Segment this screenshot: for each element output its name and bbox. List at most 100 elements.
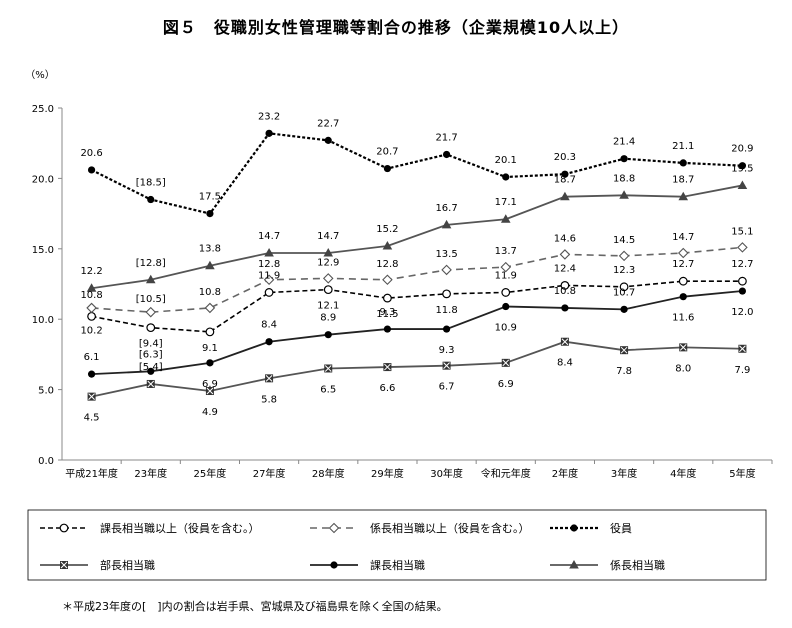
data-label-kakari: 16.7 xyxy=(435,203,457,214)
data-label-kacho: 10.9 xyxy=(495,323,517,334)
point-yakuin xyxy=(87,166,96,174)
legend-marker-kakari xyxy=(569,560,579,569)
point-kacho_ijo xyxy=(560,281,570,290)
marker-x xyxy=(60,561,68,569)
data-label-kakari: 14.7 xyxy=(317,231,339,242)
point-bucho xyxy=(265,374,274,383)
point-yakuin xyxy=(738,162,747,170)
data-label-bucho: 6.6 xyxy=(379,383,395,394)
point-kacho xyxy=(620,305,628,313)
point-yakuin xyxy=(383,164,392,173)
point-kakari xyxy=(560,191,570,201)
series-markers xyxy=(86,129,748,401)
x-tick-label: 28年度 xyxy=(312,467,345,480)
data-label-kakari_ijo: 14.7 xyxy=(672,232,694,243)
y-tick-label: 15.0 xyxy=(32,245,54,256)
data-label-yakuin: 17.5 xyxy=(199,192,221,203)
data-label-kacho: 9.3 xyxy=(379,307,395,318)
legend-marker-kacho_ijo xyxy=(59,523,69,533)
point-kakari_ijo xyxy=(677,247,689,259)
data-label-kakari_ijo: 12.8 xyxy=(258,259,280,270)
legend-label-kacho: 課長相当職 xyxy=(370,558,425,572)
point-kakari_ijo xyxy=(263,274,275,286)
data-label-kakari_ijo: 14.6 xyxy=(554,233,576,244)
point-kakari_ijo xyxy=(145,306,157,318)
point-kakari_ijo xyxy=(559,249,571,260)
marker-x xyxy=(324,365,332,372)
data-label-kacho_ijo: 11.8 xyxy=(435,305,457,316)
y-tick-label: 20.0 xyxy=(32,174,54,185)
data-label-bucho: 6.7 xyxy=(439,382,455,393)
legend-marker-bucho xyxy=(60,561,68,569)
series-line-kakari_ijo xyxy=(91,246,743,313)
data-label-kacho_ijo: [9.4] xyxy=(139,339,163,350)
point-bucho xyxy=(620,346,629,355)
point-kacho xyxy=(206,359,214,367)
point-kacho xyxy=(147,367,155,375)
point-kakari xyxy=(145,274,156,284)
point-bucho xyxy=(383,363,392,372)
point-kacho xyxy=(265,338,273,346)
point-kakari xyxy=(323,248,334,257)
point-kacho xyxy=(679,293,687,301)
point-yakuin xyxy=(265,129,273,137)
data-label-kacho_ijo: 9.1 xyxy=(202,343,218,354)
y-tick-label: 0.0 xyxy=(38,456,54,467)
point-bucho xyxy=(501,358,510,367)
data-label-bucho: 6.5 xyxy=(320,384,336,395)
point-bucho xyxy=(738,344,747,353)
y-tick-label: 5.0 xyxy=(38,386,54,397)
point-yakuin xyxy=(442,150,451,159)
point-kakari_ijo xyxy=(441,264,452,276)
data-label-kakari: 13.8 xyxy=(199,244,221,255)
data-label-bucho: 6.9 xyxy=(498,379,514,390)
point-kacho_ijo xyxy=(678,276,688,286)
marker-x xyxy=(384,363,391,371)
data-label-kacho: [6.3] xyxy=(139,349,163,360)
series-line-kacho_ijo xyxy=(91,280,743,333)
data-label-yakuin: 21.1 xyxy=(672,141,694,152)
point-kakari xyxy=(264,248,274,257)
data-label-kakari_ijo: 15.1 xyxy=(731,226,753,237)
point-kakari xyxy=(619,190,629,199)
data-label-kacho_ijo: 11.5 xyxy=(376,309,398,320)
data-label-kacho: 12.0 xyxy=(731,307,753,318)
x-tick-label: 27年度 xyxy=(253,467,286,480)
legend-label-bucho: 部長相当職 xyxy=(100,558,155,572)
data-label-yakuin: 20.3 xyxy=(554,152,576,163)
axes: （%） 0.0 5.0 10.0 15.0 20.0 25.0 平成21年度 23年度 25年度 2… xyxy=(25,69,773,480)
point-kacho_ijo xyxy=(146,323,156,333)
point-bucho xyxy=(679,343,688,352)
x-tick-label: 令和元年度 xyxy=(481,467,531,480)
marker-x xyxy=(502,359,510,367)
data-label-kakari: 18.8 xyxy=(613,173,635,184)
data-label-yakuin: 21.7 xyxy=(435,132,457,143)
data-label-bucho: 5.8 xyxy=(261,394,277,405)
data-label-kakari: 18.7 xyxy=(554,175,576,186)
point-kacho_ijo xyxy=(501,288,511,297)
legend-marker-kakari_ijo xyxy=(328,522,340,534)
data-label-kakari_ijo: 10.8 xyxy=(199,287,221,298)
x-tick-label: 2年度 xyxy=(552,467,578,480)
data-label-kakari: 19.5 xyxy=(731,163,753,174)
legend-label-yakuin: 役員 xyxy=(610,521,632,535)
data-label-kacho: 10.7 xyxy=(613,287,635,298)
point-kakari xyxy=(86,283,97,292)
series-line-kacho xyxy=(91,290,743,376)
point-kacho_ijo xyxy=(323,285,333,295)
point-kacho xyxy=(87,370,96,378)
y-axis-label: （%） xyxy=(25,69,55,81)
point-yakuin xyxy=(561,170,569,178)
point-kacho xyxy=(502,302,510,311)
marker-x xyxy=(620,346,628,354)
point-kakari xyxy=(441,219,452,229)
point-kakari xyxy=(382,240,393,250)
y-tick-label: 10.0 xyxy=(32,315,54,326)
point-kakari_ijo xyxy=(500,261,512,273)
data-label-kacho_ijo: 11.9 xyxy=(258,270,280,281)
data-label-kacho_ijo: 11.9 xyxy=(495,270,517,281)
point-bucho xyxy=(324,364,333,373)
data-label-kakari_ijo: [10.5] xyxy=(136,294,166,305)
point-kakari xyxy=(737,180,748,189)
